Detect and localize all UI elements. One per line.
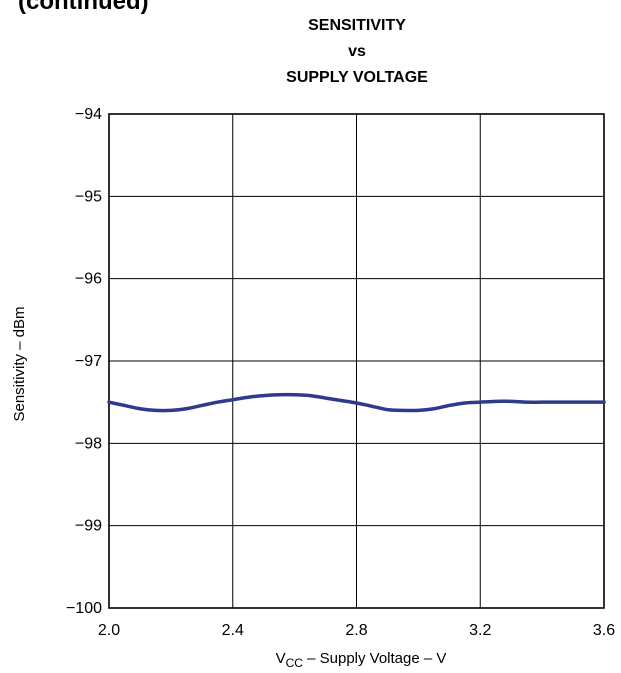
x-tick-label: 3.6 xyxy=(593,622,615,639)
series-line-sensitivity xyxy=(107,392,606,413)
x-tick-label: 2.4 xyxy=(222,622,244,639)
x-tick-label: 2.8 xyxy=(345,622,367,639)
chart-title-line-3: SUPPLY VOLTAGE xyxy=(286,69,428,86)
x-axis-label-suffix: – Supply Voltage – V xyxy=(303,650,446,667)
y-tick-labels: −94 −95 −96 −97 −98 −99 −100 xyxy=(66,106,102,617)
grid xyxy=(108,113,605,609)
y-tick-label: −100 xyxy=(66,600,102,617)
chart-title-line-2: vs xyxy=(348,43,366,60)
x-tick-label: 2.0 xyxy=(98,622,120,639)
plot-frame xyxy=(108,113,605,609)
page-header-fragment: (continued) xyxy=(18,0,149,15)
x-axis-label-prefix: V xyxy=(276,650,286,667)
y-tick-label: −98 xyxy=(75,435,102,452)
y-axis-label: Sensitivity – dBm xyxy=(11,306,28,421)
chart-title-line-1: SENSITIVITY xyxy=(308,17,406,34)
y-tick-label: −99 xyxy=(75,518,102,535)
y-tick-label: −94 xyxy=(75,106,102,123)
x-axis-label: VCC – Supply Voltage – V xyxy=(276,650,447,670)
y-tick-label: −96 xyxy=(75,271,102,288)
x-tick-labels: 2.0 2.4 2.8 3.2 3.6 xyxy=(98,622,615,639)
y-tick-label: −97 xyxy=(75,353,102,370)
x-tick-label: 3.2 xyxy=(469,622,491,639)
x-axis-label-subscript: CC xyxy=(286,656,304,670)
y-tick-label: −95 xyxy=(75,188,102,205)
